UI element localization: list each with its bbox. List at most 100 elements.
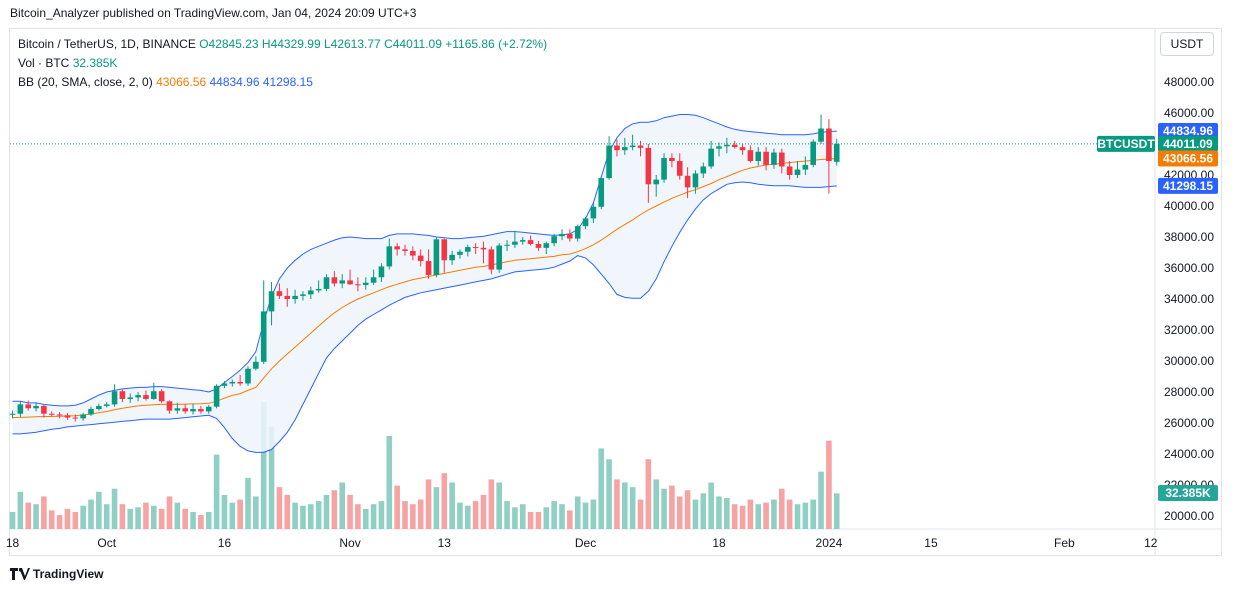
legend-vol-value: 32.385K <box>72 56 118 70</box>
volume-bar <box>253 496 259 529</box>
volume-bar <box>268 426 275 529</box>
volume-bar <box>543 507 550 529</box>
candle-body <box>96 405 102 410</box>
candle-body <box>394 246 400 250</box>
tradingview-logo-icon <box>10 568 30 583</box>
volume-bar <box>292 502 298 529</box>
legend-bb-basis: 43066.56 <box>156 75 207 89</box>
symbol-tag: BTCUSDT <box>1097 137 1155 151</box>
volume-bar <box>512 507 518 529</box>
candle-body <box>708 148 714 167</box>
legend-open: O42845.23 <box>199 37 259 51</box>
volume-bar <box>64 508 71 529</box>
legend-bb-upper: 44834.96 <box>209 75 260 89</box>
candle-body <box>598 178 605 207</box>
candle-body <box>684 175 691 188</box>
candle-body <box>158 391 165 402</box>
volume-bar <box>284 494 291 529</box>
candle-body <box>519 240 526 242</box>
volume-bar <box>527 511 534 529</box>
volume-bar <box>221 494 228 529</box>
candle-body <box>614 145 620 151</box>
volume-bar <box>472 501 479 529</box>
band-lower-line <box>12 181 837 453</box>
volume-bar <box>143 502 149 529</box>
candle-body <box>527 240 534 244</box>
volume-bar <box>88 499 94 529</box>
volume-bar <box>747 499 754 529</box>
volume-bar <box>622 482 628 529</box>
volume-bar <box>669 485 675 529</box>
volume-bar <box>637 499 644 529</box>
volume-bar <box>692 499 699 529</box>
candle-body <box>315 288 322 291</box>
volume-bar <box>362 508 369 529</box>
volume-bar <box>465 505 471 529</box>
legend-bb-row: BB (20, SMA, close, 2, 0) 43066.56 44834… <box>18 73 547 92</box>
y-tick-label: 20000.00 <box>1164 509 1214 523</box>
candle-body <box>417 255 424 262</box>
candle-body <box>543 243 550 248</box>
candle-body <box>284 295 291 299</box>
volume-bar <box>229 502 236 529</box>
candle-body <box>425 261 432 275</box>
candle-body <box>300 294 306 296</box>
x-tick-label: 12 <box>1144 536 1158 550</box>
candle-body <box>637 145 644 148</box>
volume-bar <box>771 499 777 529</box>
volume-bar <box>724 498 730 529</box>
candle-body <box>339 280 345 284</box>
candle-body <box>253 361 259 369</box>
legend-bb-label: BB (20, SMA, close, 2, 0) <box>18 75 153 89</box>
candle-body <box>190 409 196 412</box>
candle-body <box>378 266 385 278</box>
candle-body <box>292 295 298 299</box>
candle-body <box>143 395 149 399</box>
volume-bar <box>135 507 141 529</box>
volume-bar <box>151 505 157 529</box>
candle-body <box>41 405 47 414</box>
candle-body <box>802 164 809 170</box>
volume-bar <box>417 499 424 529</box>
candle-body <box>331 277 338 284</box>
volume-bar <box>33 504 39 529</box>
volume-tag-bg <box>1158 485 1218 501</box>
candle-body <box>559 233 565 237</box>
candle-body <box>119 391 126 399</box>
volume-bar <box>182 508 188 529</box>
volume-bar <box>755 504 762 529</box>
band-basis-line <box>12 158 837 419</box>
time-axis: 18 Oct 16 Nov 13 Dec 18 2024 15 Feb 12 <box>6 536 1158 550</box>
candle-body <box>48 413 55 415</box>
volume-bar <box>127 508 134 529</box>
y-tick-label: 32000.00 <box>1164 323 1214 337</box>
candle-body <box>151 391 157 399</box>
volume-bar <box>653 479 659 529</box>
volume-bar <box>119 504 126 529</box>
y-tick-label: 24000.00 <box>1164 447 1214 461</box>
currency-button[interactable]: USDT <box>1160 32 1214 56</box>
volume-bar <box>260 401 267 529</box>
volume-bar <box>582 502 589 529</box>
volume-bar <box>598 448 605 529</box>
candle-body <box>810 141 816 165</box>
candles <box>9 114 840 422</box>
bollinger-bands <box>12 114 837 453</box>
x-tick-label: 13 <box>438 536 452 550</box>
bb-upper-tag: 44834.96 <box>1163 124 1213 138</box>
candle-body <box>669 157 675 162</box>
volume-bar <box>17 491 24 529</box>
volume-bar <box>794 504 801 529</box>
candle-body <box>457 251 463 255</box>
y-tick-label: 36000.00 <box>1164 261 1214 275</box>
candle-body <box>731 144 738 148</box>
volume-bar <box>684 490 691 529</box>
y-tick-label: 28000.00 <box>1164 385 1214 399</box>
candle-body <box>771 152 777 165</box>
volume-bar <box>111 488 118 529</box>
volume-bar <box>441 473 448 529</box>
volume-bar <box>237 499 243 529</box>
candle-body <box>166 401 173 411</box>
